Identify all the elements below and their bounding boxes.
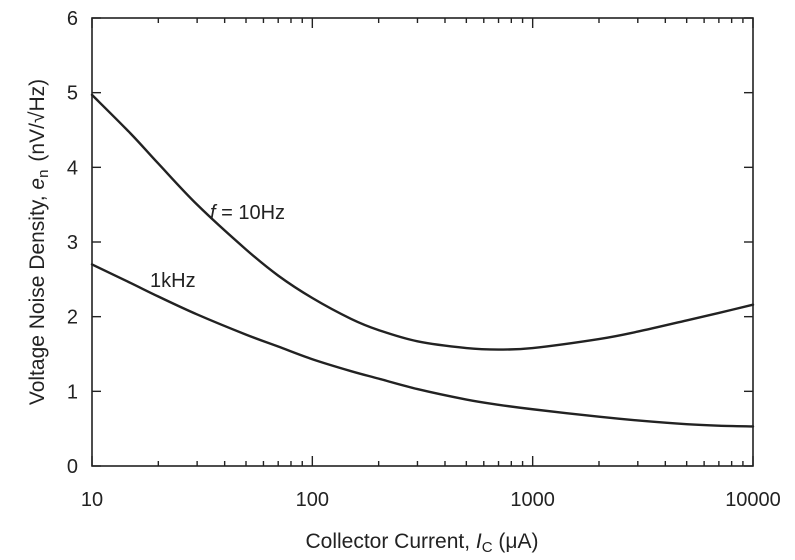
y-tick-label: 6 [67,8,78,30]
annotation-f-10hz: f = 10Hz [210,202,285,224]
plot-frame [91,17,754,467]
x-tick-label: 10 [81,489,103,511]
x-tick-label: 100 [296,489,329,511]
x-tick-label: 10000 [725,489,781,511]
series-line-1khz [90,263,755,428]
x-tick-label: 1000 [510,489,555,511]
x-axis-title-prefix: Collector Current, [305,530,475,553]
y-axis-title-symbol: e [26,178,49,190]
y-tick-label: 4 [67,157,78,179]
annotation-italic: f [210,202,218,224]
annotation-1khz: 1kHz [150,270,196,292]
series-annotations: f = 10Hz 1kHz [150,202,285,292]
y-tick-label: 0 [67,456,78,478]
axis-ticks [91,17,754,467]
y-tick-label: 3 [67,232,78,254]
x-axis-title-symbol: I [476,530,482,553]
y-axis-title: Voltage Noise Density, en (nV/√Hz) [26,79,52,405]
tick-labels: 0 1 2 3 4 5 6 10 100 1000 10000 [67,8,781,511]
y-axis-title-suffix: (nV/√Hz) [26,79,49,162]
x-axis-title-suffix: (μA) [493,530,539,553]
y-axis-title-prefix: Voltage Noise Density, [26,190,49,406]
y-tick-label: 5 [67,83,78,105]
y-tick-label: 1 [67,381,78,403]
y-tick-label: 2 [67,307,78,329]
x-axis-title: Collector Current, IC (μA) [305,530,538,556]
x-axis-title-subscript: C [482,539,493,556]
series-curves [90,93,755,428]
annotation-text: = 10Hz [216,202,285,224]
y-axis-title-subscript: n [35,170,52,178]
series-line-10hz [90,93,755,351]
annotation-prefix: 1kHz [150,270,196,292]
